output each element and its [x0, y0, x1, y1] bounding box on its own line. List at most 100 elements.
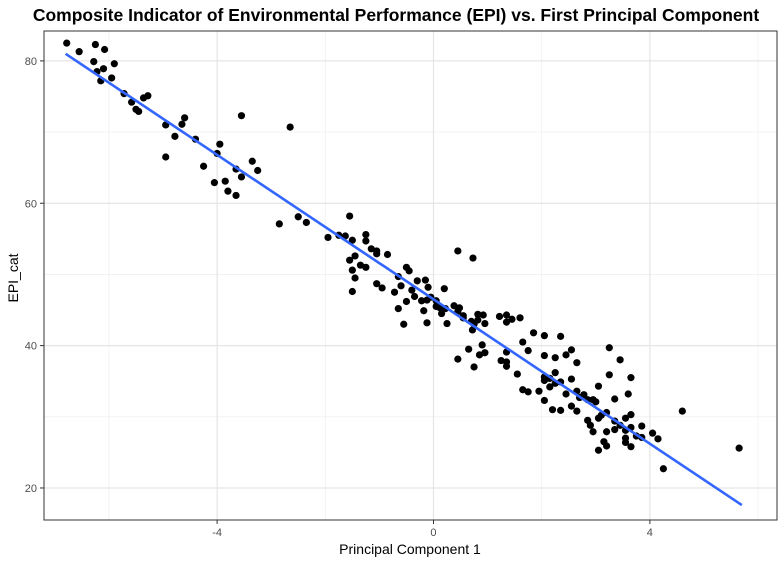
- data-point: [75, 48, 83, 56]
- data-point: [567, 346, 576, 354]
- data-point: [479, 311, 487, 319]
- data-point: [346, 256, 354, 264]
- data-point: [529, 329, 538, 337]
- x-axis-ticks: -4 0 4: [212, 520, 653, 539]
- data-point: [367, 245, 375, 253]
- data-point: [410, 292, 419, 301]
- data-point: [373, 280, 381, 288]
- data-point: [421, 276, 429, 284]
- minor-gridlines: [44, 31, 777, 520]
- data-point: [465, 345, 473, 353]
- data-point: [602, 442, 611, 450]
- data-point: [216, 140, 224, 148]
- data-point: [99, 65, 108, 73]
- data-point: [573, 359, 581, 367]
- data-point: [438, 309, 446, 318]
- data-point: [478, 341, 486, 349]
- data-point: [450, 302, 458, 310]
- data-point: [621, 414, 630, 422]
- data-point: [602, 428, 611, 436]
- data-point: [611, 395, 619, 403]
- data-point: [135, 107, 143, 116]
- data-point: [237, 112, 246, 120]
- data-point: [63, 39, 71, 47]
- data-point: [502, 311, 511, 319]
- data-point: [616, 356, 624, 364]
- data-point: [402, 297, 411, 306]
- data-point: [469, 254, 477, 262]
- data-point: [562, 351, 570, 359]
- data-point: [474, 310, 482, 318]
- data-point: [557, 332, 565, 340]
- x-axis-label: Principal Component 1: [339, 541, 481, 557]
- data-point: [605, 371, 613, 379]
- y-axis-ticks: 20 40 60 80: [25, 56, 44, 495]
- data-point: [348, 236, 356, 244]
- data-point: [400, 320, 408, 328]
- data-point: [470, 363, 478, 371]
- data-point: [508, 315, 516, 323]
- data-point: [405, 267, 413, 275]
- data-point: [348, 287, 356, 296]
- data-point: [567, 375, 576, 383]
- data-point: [611, 426, 619, 434]
- data-point: [139, 94, 148, 102]
- x-tick-label: -4: [212, 527, 222, 539]
- major-gridlines: [44, 31, 777, 520]
- data-point: [540, 396, 548, 405]
- data-point: [181, 114, 189, 122]
- data-point: [735, 444, 743, 452]
- data-point: [362, 263, 370, 271]
- data-point: [516, 314, 524, 322]
- data-point: [557, 406, 565, 414]
- data-point: [162, 153, 170, 161]
- data-point: [397, 282, 405, 290]
- data-point: [468, 326, 477, 334]
- x-tick-label: 0: [430, 527, 436, 539]
- data-point: [248, 157, 256, 165]
- data-point: [356, 261, 365, 269]
- data-point: [621, 438, 630, 447]
- data-point: [302, 218, 310, 227]
- data-point: [351, 274, 359, 282]
- data-point: [110, 60, 118, 68]
- data-point: [519, 386, 527, 394]
- data-point: [178, 120, 186, 128]
- data-point: [390, 288, 399, 296]
- data-point: [481, 349, 489, 357]
- y-tick-label: 80: [25, 56, 37, 68]
- data-point: [627, 411, 635, 419]
- data-point: [513, 370, 521, 378]
- data-point: [548, 406, 557, 414]
- data-point: [605, 344, 613, 352]
- data-point: [423, 319, 431, 327]
- panel-border: [43, 30, 778, 521]
- data-point: [224, 187, 232, 195]
- data-point: [535, 387, 543, 395]
- y-tick-label: 60: [25, 198, 37, 210]
- data-point: [443, 319, 451, 328]
- data-point: [540, 351, 548, 360]
- data-point: [373, 247, 381, 255]
- data-point: [286, 123, 294, 131]
- data-point: [383, 250, 392, 259]
- data-point: [594, 382, 603, 390]
- data-point: [346, 212, 354, 220]
- data-point: [594, 446, 603, 454]
- regression-line: [64, 52, 743, 507]
- data-point: [454, 247, 462, 255]
- y-axis-label: EPI_cat: [5, 253, 21, 302]
- data-point: [237, 173, 246, 181]
- data-point: [454, 355, 462, 363]
- regression-line-group: [64, 52, 743, 507]
- data-point: [100, 45, 109, 54]
- data-point: [324, 233, 332, 242]
- chart-title: Composite Indicator of Environmental Per…: [33, 5, 760, 25]
- data-point: [502, 362, 511, 370]
- data-point: [378, 284, 386, 292]
- data-point: [232, 191, 240, 200]
- data-point: [408, 286, 416, 294]
- y-tick-label: 40: [25, 341, 37, 353]
- data-point: [362, 230, 370, 239]
